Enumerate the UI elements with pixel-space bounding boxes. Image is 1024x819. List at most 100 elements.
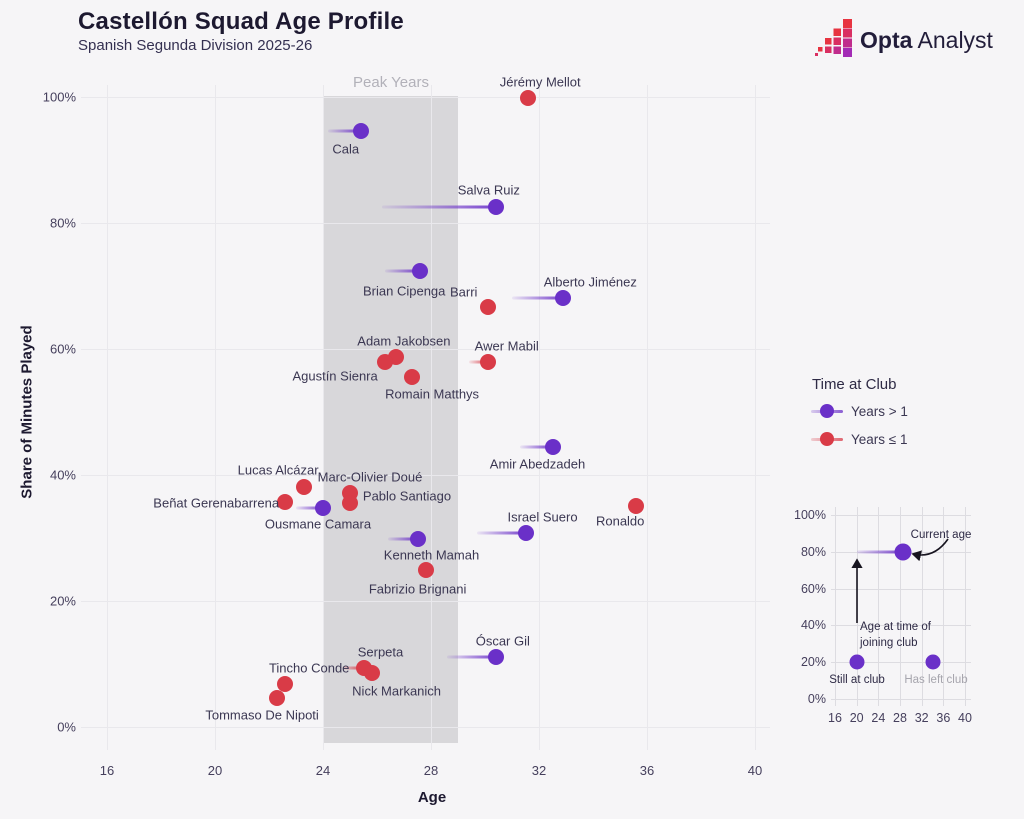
mini-x-tick-label: 36 [936,711,951,725]
mini-gridline-v [965,507,966,706]
player-dot [404,368,421,385]
mini-x-tick-label: 20 [849,711,864,725]
player-join-line [387,537,418,541]
legend-marker-gt1-icon [811,403,843,419]
gridline-v [107,85,108,750]
logo-word-opta: Opta [860,27,913,53]
player-dot [544,439,561,456]
mini-y-tick-label: 40% [800,618,826,633]
gridline-h [81,601,770,602]
annotation-join-age-line2: joining club [860,637,918,649]
player-dot [269,690,286,707]
y-tick-label: 60% [49,341,76,357]
mini-x-tick-label: 24 [871,711,886,725]
annotation-join-age-line1: Age at time of [860,621,931,633]
player-dot [409,531,426,548]
gridline-h [81,727,770,728]
x-tick-label: 40 [747,763,763,778]
player-dot [277,494,294,511]
player-label: Salva Ruiz [457,182,520,198]
player-label: Awer Mabil [474,338,539,354]
player-label: Brian Cipenga [362,283,446,299]
y-tick-label: 80% [49,215,76,231]
gridline-v [539,85,540,750]
player-dot [277,676,294,693]
x-tick-label: 24 [315,763,331,778]
logo-word-analyst: Analyst [917,27,993,53]
gridline-h [81,223,770,224]
player-join-line [447,655,496,659]
x-axis-title: Age [417,789,447,806]
legend-title: Time at Club [812,376,897,393]
player-join-line [512,296,564,300]
annotation-still-at-club: Still at club [829,674,885,686]
player-dot [520,90,537,107]
gridline-v [647,85,648,750]
gridline-h [81,349,770,350]
mini-y-tick-label: 60% [800,581,826,596]
player-label: Barri [449,284,478,300]
player-label: Lucas Alcázar [237,462,319,478]
player-join-line [296,506,323,510]
mini-has-left-club-dot [925,654,940,670]
mini-gridline-v [900,507,901,706]
player-label: Alberto Jiménez [543,274,637,290]
player-join-line [520,445,553,449]
mini-gridline-h [831,699,971,700]
player-label: Tincho Conde [268,660,350,676]
y-tick-label: 20% [49,593,76,609]
player-label: Israel Suero [507,509,578,525]
mini-gridline-h [831,515,971,516]
mini-current-age-dot [894,543,912,561]
logo-wordmark: Opta Analyst [860,27,993,54]
player-dot [377,353,394,370]
mini-x-tick-label: 32 [914,711,929,725]
mini-y-tick-label: 80% [800,544,826,559]
player-label: Romain Matthys [385,386,480,402]
mini-gridline-h [831,588,971,590]
x-tick-label: 16 [99,763,115,778]
player-label: Ronaldo [595,513,645,529]
annotation-current-age: Current age [910,529,972,541]
mini-x-tick-label: 40 [958,711,972,725]
x-tick-label: 32 [531,763,547,778]
player-label: Jérémy Mellot [499,74,581,90]
page-title: Castellón Squad Age Profile [78,8,404,35]
legend-marker-lte1-icon [811,431,843,447]
mini-y-tick-label: 0% [807,692,826,706]
player-join-line [341,666,364,670]
player-label: Nick Markanich [352,683,442,699]
player-label: Beñat Gerenabarrena [153,495,280,511]
mini-join-line [856,550,903,554]
player-label: Serpeta [357,644,404,660]
player-label: Pablo Santiago [362,488,452,504]
gridline-v [431,85,432,750]
gridline-v [755,85,756,750]
player-join-line [328,129,361,133]
player-label: Amir Abedzadeh [489,456,586,472]
gridline-h [81,97,770,98]
mini-gridline-v [878,507,880,706]
peak-years-band [323,96,458,743]
player-label: Marc-Olivier Doué [317,469,423,485]
player-dot [479,354,496,371]
mini-y-tick-label: 20% [800,655,826,670]
mini-gridline-v [921,507,923,706]
mini-gridline-h [831,625,971,627]
player-label: Agustín Sienra [292,368,378,384]
mini-x-tick-label: 16 [828,711,842,725]
player-label: Fabrizio Brignani [368,581,467,597]
legend-label: Years ≤ 1 [851,431,908,447]
player-dot [487,649,504,666]
player-dot [628,497,645,514]
legend-label: Years > 1 [851,403,908,419]
mini-y-tick-label: 100% [794,508,826,522]
player-join-line [385,269,421,273]
player-dot [352,123,369,140]
y-tick-label: 0% [57,719,76,735]
player-label: Cala [332,141,360,157]
annotation-has-left-club: Has left club [904,674,968,686]
player-dot [555,289,572,306]
